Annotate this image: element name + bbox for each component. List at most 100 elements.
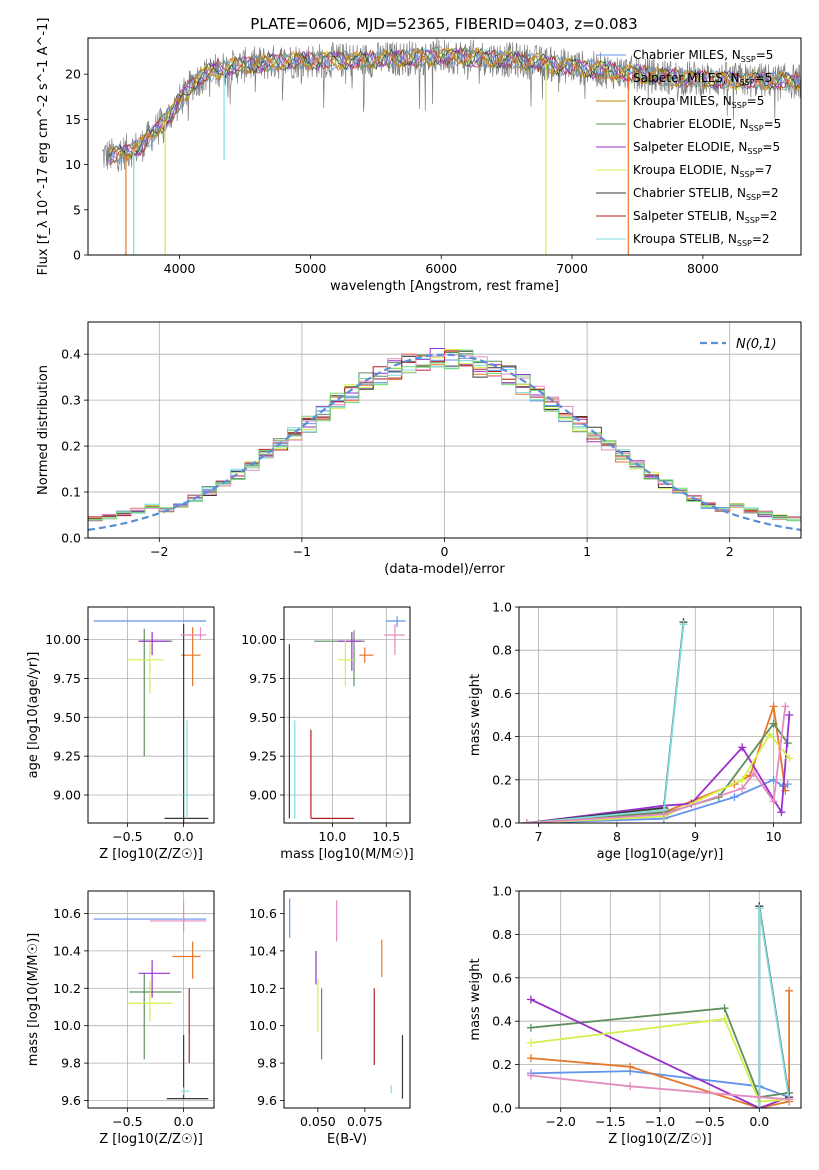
- plot-area-weight_vs_age: [519, 607, 801, 823]
- x-axis-label: Z [log10(Z/Z☉)]: [608, 1132, 712, 1147]
- panel-age_vs_Z: −0.5 0.0 9.00 9.25 9.50 9.75 10.00 Z [log10(Z/Z…: [26, 606, 215, 862]
- plot-area-residuals: [88, 322, 801, 538]
- panel-weight_vs_age: 7 8 9 10 0.0 0.2 0.4 0.6 0.8 1.0 age [log10(age/yr…: [468, 600, 802, 862]
- x-tick-label: 0.075: [347, 1114, 383, 1129]
- model-fit-line: [108, 45, 801, 163]
- weight-marker: [526, 1054, 535, 1063]
- weight-marker: [526, 1038, 535, 1047]
- weight-marker: [526, 1071, 535, 1080]
- weight-marker: [526, 1023, 535, 1032]
- panel-residuals: −2 −1 0 1 2 0.0 0.1 0.2 0.3 0.4 (data-model)/error…: [36, 321, 802, 577]
- y-tick-label: 9.75: [53, 671, 81, 686]
- legend-subscript: SSP: [746, 193, 761, 202]
- axes-frame: [283, 606, 411, 824]
- x-axis-label: Z [log10(Z/Z☉)]: [99, 1132, 203, 1147]
- y-tick-label: 0.2: [492, 1057, 512, 1072]
- legend-nssp: =5: [762, 140, 780, 154]
- x-tick-label: −0.5: [694, 1114, 724, 1129]
- legend-nssp: =5: [755, 71, 773, 85]
- y-tick-label: 10.4: [249, 943, 277, 958]
- y-tick-label: 0.0: [492, 816, 512, 831]
- legend-model-name: Chabrier MILES: [633, 48, 724, 62]
- axes-frame: [87, 37, 802, 256]
- legend-label: N(0,1): [736, 337, 777, 352]
- legend-nssp: =2: [752, 232, 770, 246]
- weight-marker: [720, 1004, 729, 1013]
- legend-n-prefix: , N: [724, 48, 741, 62]
- y-tick-label: 9.75: [249, 671, 277, 686]
- legend-label: Salpeter STELIB, NSSP=2: [633, 209, 777, 225]
- legend-subscript: SSP: [740, 170, 755, 179]
- legend-model-name: Chabrier STELIB: [633, 186, 729, 200]
- y-tick-label: 0.8: [492, 643, 512, 658]
- weight-series-line: [530, 990, 790, 1108]
- weight-marker: [750, 769, 758, 778]
- histogram-step: [88, 349, 801, 522]
- x-tick-label: 8000: [687, 261, 719, 276]
- y-tick-label: 9.50: [53, 710, 81, 725]
- weight-series-line: [530, 1018, 790, 1103]
- legend-model-name: Salpeter STELIB: [633, 209, 728, 223]
- weight-marker: [781, 702, 790, 711]
- axes-frame: [87, 321, 802, 539]
- axes-frame: [87, 890, 215, 1109]
- y-tick-label: 10.00: [241, 632, 277, 647]
- weight-marker: [738, 775, 747, 784]
- plot-area-mass_vs_Z: [88, 891, 214, 1108]
- weight-series-line: [526, 706, 787, 823]
- legend-nssp: =5: [756, 48, 774, 62]
- legend-n-prefix: , N: [729, 186, 746, 200]
- weight-series-line: [526, 706, 787, 823]
- legend-n-prefix: , N: [732, 117, 749, 131]
- legend-model-name: Kroupa MILES: [633, 94, 715, 108]
- panel-age_vs_mass: 10.0 10.5 9.00 9.25 9.50 9.75 10.00 mass [log10…: [241, 606, 414, 862]
- x-axis-label: E(B-V): [327, 1132, 367, 1147]
- y-axis-label: mass weight: [468, 958, 483, 1040]
- panel-mass_vs_Z: −0.5 0.0 9.6 9.8 10.0 10.2 10.4 10.6 Z [log10(Z/…: [26, 890, 215, 1147]
- legend-n-prefix: , N: [715, 94, 732, 108]
- legend-model-name: Chabrier ELODIE: [633, 117, 732, 131]
- weight-series-line: [530, 1074, 790, 1101]
- x-tick-label: 6000: [425, 261, 457, 276]
- legend-nssp: =2: [761, 186, 779, 200]
- y-tick-label: 0.4: [492, 729, 512, 744]
- weight-marker: [769, 719, 778, 728]
- weight-marker: [765, 730, 774, 739]
- weight-series-line: [530, 1070, 790, 1099]
- y-tick-label: 0.4: [492, 1014, 512, 1029]
- plot-area-mass_vs_ebv: [289, 898, 404, 1099]
- legend-model-name: Kroupa STELIB: [633, 232, 720, 246]
- y-tick-label: 10.2: [249, 981, 277, 996]
- weight-marker: [679, 620, 688, 629]
- x-tick-label: 5000: [294, 261, 326, 276]
- legend-subscript: SSP: [745, 216, 760, 225]
- plot-area-age_vs_Z: [88, 607, 214, 823]
- y-tick-label: 9.8: [257, 1056, 277, 1071]
- x-tick-label: 2: [726, 544, 734, 559]
- y-tick-label: 10.0: [249, 1018, 277, 1033]
- legend-nssp: =2: [760, 209, 778, 223]
- x-tick-label: −0.5: [112, 829, 142, 844]
- figure-title: PLATE=0606, MJD=52365, FIBERID=0403, z=0…: [250, 15, 637, 33]
- y-tick-label: 0.3: [61, 393, 81, 408]
- x-tick-label: 0.0: [749, 1114, 769, 1129]
- x-axis-label: wavelength [Angstrom, rest frame]: [330, 279, 559, 294]
- weight-marker: [769, 797, 778, 806]
- plot-area-weight_vs_Z: [519, 891, 801, 1108]
- x-tick-label: 10: [766, 829, 782, 844]
- y-tick-label: 9.6: [61, 1093, 81, 1108]
- y-axis-label: Flux [f_λ 10^-17 erg cm^-2 s^-1 A^-1]: [36, 18, 51, 276]
- y-tick-label: 0.8: [492, 927, 512, 942]
- axes-frame: [518, 606, 802, 824]
- weight-marker: [785, 1095, 794, 1104]
- y-tick-label: 0.0: [492, 1101, 512, 1116]
- y-tick-label: 0.1: [61, 485, 81, 500]
- legend-model-name: Salpeter MILES: [633, 71, 723, 85]
- y-tick-label: 9.00: [249, 788, 277, 803]
- x-tick-label: −2.0: [546, 1114, 576, 1129]
- x-tick-label: 0.0: [174, 829, 194, 844]
- weight-series-line: [530, 1007, 790, 1099]
- y-tick-label: 9.6: [257, 1093, 277, 1108]
- x-tick-label: −1.0: [645, 1114, 675, 1129]
